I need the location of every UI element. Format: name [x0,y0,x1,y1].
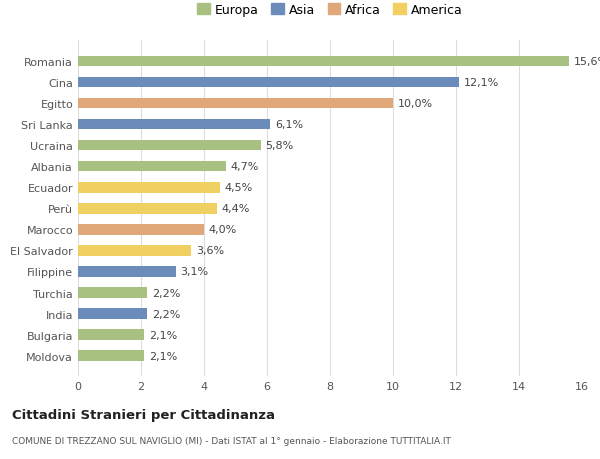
Bar [78,183,220,193]
Text: 3,1%: 3,1% [181,267,209,277]
Bar [78,78,459,88]
Legend: Europa, Asia, Africa, America: Europa, Asia, Africa, America [197,4,463,17]
Bar [78,140,260,151]
Bar [78,99,393,109]
Text: 2,1%: 2,1% [149,330,177,340]
Text: 15,6%: 15,6% [574,57,600,67]
Bar [78,246,191,256]
Text: 4,0%: 4,0% [209,225,237,235]
Text: 10,0%: 10,0% [398,99,433,109]
Bar [78,56,569,67]
Text: 2,2%: 2,2% [152,309,181,319]
Bar [78,162,226,172]
Text: COMUNE DI TREZZANO SUL NAVIGLIO (MI) - Dati ISTAT al 1° gennaio - Elaborazione T: COMUNE DI TREZZANO SUL NAVIGLIO (MI) - D… [12,436,451,445]
Bar [78,351,144,361]
Text: 12,1%: 12,1% [464,78,499,88]
Bar [78,267,176,277]
Text: 2,2%: 2,2% [152,288,181,298]
Bar [78,330,144,340]
Text: 5,8%: 5,8% [265,141,293,151]
Text: 4,4%: 4,4% [221,204,250,214]
Text: 3,6%: 3,6% [196,246,224,256]
Bar [78,119,270,130]
Bar [78,224,204,235]
Text: Cittadini Stranieri per Cittadinanza: Cittadini Stranieri per Cittadinanza [12,409,275,421]
Text: 6,1%: 6,1% [275,120,303,130]
Text: 4,7%: 4,7% [231,162,259,172]
Bar [78,288,148,298]
Bar [78,308,148,319]
Text: 4,5%: 4,5% [224,183,253,193]
Bar [78,204,217,214]
Text: 2,1%: 2,1% [149,351,177,361]
